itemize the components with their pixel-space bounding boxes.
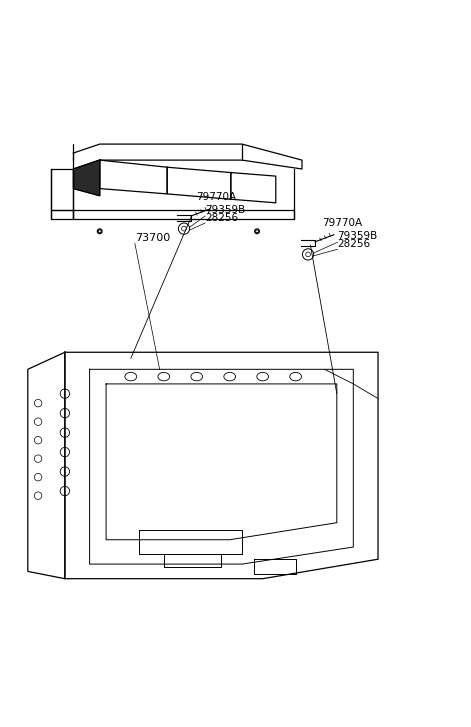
Text: 79359B: 79359B (338, 231, 378, 241)
Text: 28256: 28256 (338, 239, 371, 249)
Text: 79770A: 79770A (322, 217, 362, 228)
Text: 79359B: 79359B (205, 204, 245, 214)
Polygon shape (73, 160, 100, 196)
Text: 73700: 73700 (135, 233, 170, 243)
Text: 79770A: 79770A (196, 192, 236, 202)
Text: 28256: 28256 (205, 213, 238, 223)
